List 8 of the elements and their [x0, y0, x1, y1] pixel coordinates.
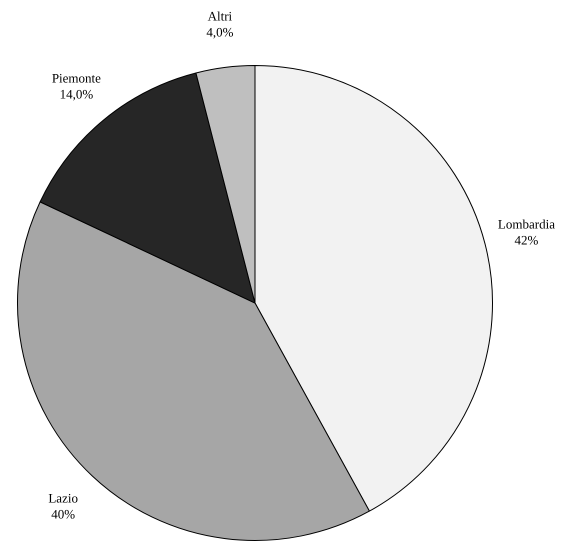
- data-label: 14,0%: [60, 86, 94, 102]
- slice-label: Altri: [208, 8, 233, 24]
- data-label: 42%: [514, 232, 539, 248]
- data-label: 40%: [51, 506, 76, 522]
- slice-label: Piemonte: [52, 70, 102, 86]
- data-label: 4,0%: [206, 24, 234, 40]
- slice-label: Lombardia: [498, 216, 556, 232]
- slice-label: Lazio: [48, 490, 78, 506]
